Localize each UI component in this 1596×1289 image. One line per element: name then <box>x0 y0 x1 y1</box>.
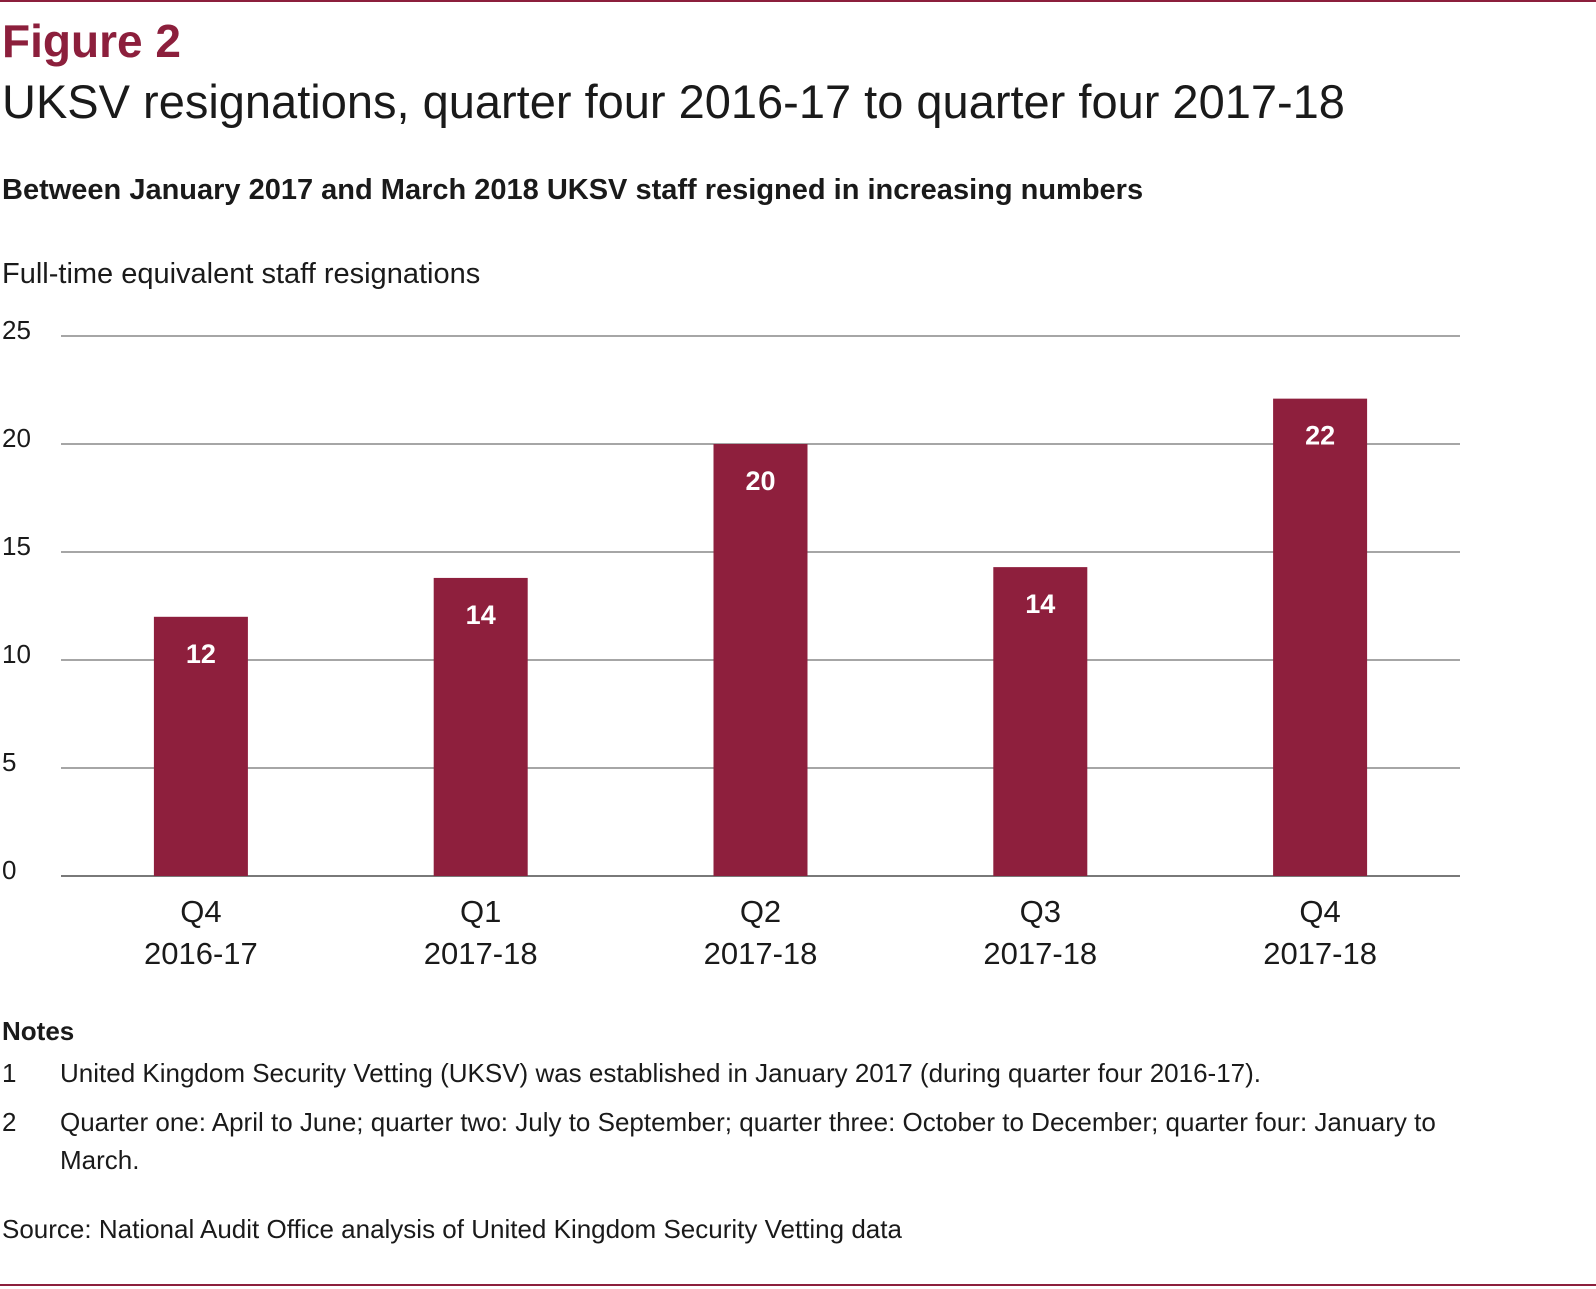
figure-label: Figure 2 <box>2 15 181 67</box>
y-tick-label: 5 <box>2 747 16 777</box>
note-text: United Kingdom Security Vetting (UKSV) w… <box>60 1058 1261 1088</box>
bar <box>433 577 528 876</box>
y-tick-label: 0 <box>2 855 16 885</box>
bar-data-label: 20 <box>745 466 775 496</box>
bar <box>1273 398 1368 876</box>
bar-data-label: 22 <box>1305 421 1335 451</box>
bars <box>153 398 1368 876</box>
x-tick-label: Q3 <box>1020 894 1061 929</box>
bar-data-label: 12 <box>186 639 216 669</box>
bar <box>993 567 1088 876</box>
note-number: 1 <box>2 1058 17 1088</box>
y-tick-label: 25 <box>2 315 31 345</box>
x-tick-label: 2017-18 <box>983 936 1097 971</box>
bar <box>153 616 248 876</box>
y-axis-title: Full-time equivalent staff resignations <box>2 258 481 290</box>
y-tick-label: 15 <box>2 531 31 561</box>
x-tick-label: 2017-18 <box>1263 936 1377 971</box>
note-text: Quarter one: April to June; quarter two:… <box>60 1107 1436 1175</box>
bottom-rule <box>0 1284 1596 1286</box>
bar-chart: 0 5 10 15 20 25 12 14 20 14 22 Q4 2016-17 Q1 2017-18… <box>2 315 1460 971</box>
x-tick-label: 2016-17 <box>144 936 258 971</box>
source-text: Source: National Audit Office analysis o… <box>2 1214 902 1244</box>
y-tick-label: 20 <box>2 423 31 453</box>
top-rule <box>0 0 1596 2</box>
x-tick-label: Q2 <box>740 894 781 929</box>
figure-title: UKSV resignations, quarter four 2016-17 … <box>2 75 1345 128</box>
figure-subtitle: Between January 2017 and March 2018 UKSV… <box>2 174 1144 206</box>
x-tick-label: 2017-18 <box>424 936 538 971</box>
x-tick-label: 2017-18 <box>704 936 818 971</box>
x-tick-label: Q1 <box>460 894 501 929</box>
y-tick-labels: 0 5 10 15 20 25 <box>2 315 31 885</box>
x-tick-labels: Q4 2016-17 Q1 2017-18 Q2 2017-18 Q3 2017-18 Q4 20… <box>144 894 1377 971</box>
bar <box>713 444 808 876</box>
x-tick-label: Q4 <box>180 894 221 929</box>
note-item: 1 United Kingdom Security Vetting (UKSV)… <box>2 1054 1502 1092</box>
note-item: 2 Quarter one: April to June; quarter tw… <box>2 1103 1502 1179</box>
x-tick-label: Q4 <box>1299 894 1340 929</box>
bar-data-label: 14 <box>1025 589 1055 619</box>
bar-data-labels: 12 14 20 14 22 <box>186 421 1335 669</box>
y-tick-label: 10 <box>2 639 31 669</box>
note-number: 2 <box>2 1107 17 1137</box>
notes-heading: Notes <box>2 1016 75 1046</box>
bar-data-label: 14 <box>466 600 496 630</box>
